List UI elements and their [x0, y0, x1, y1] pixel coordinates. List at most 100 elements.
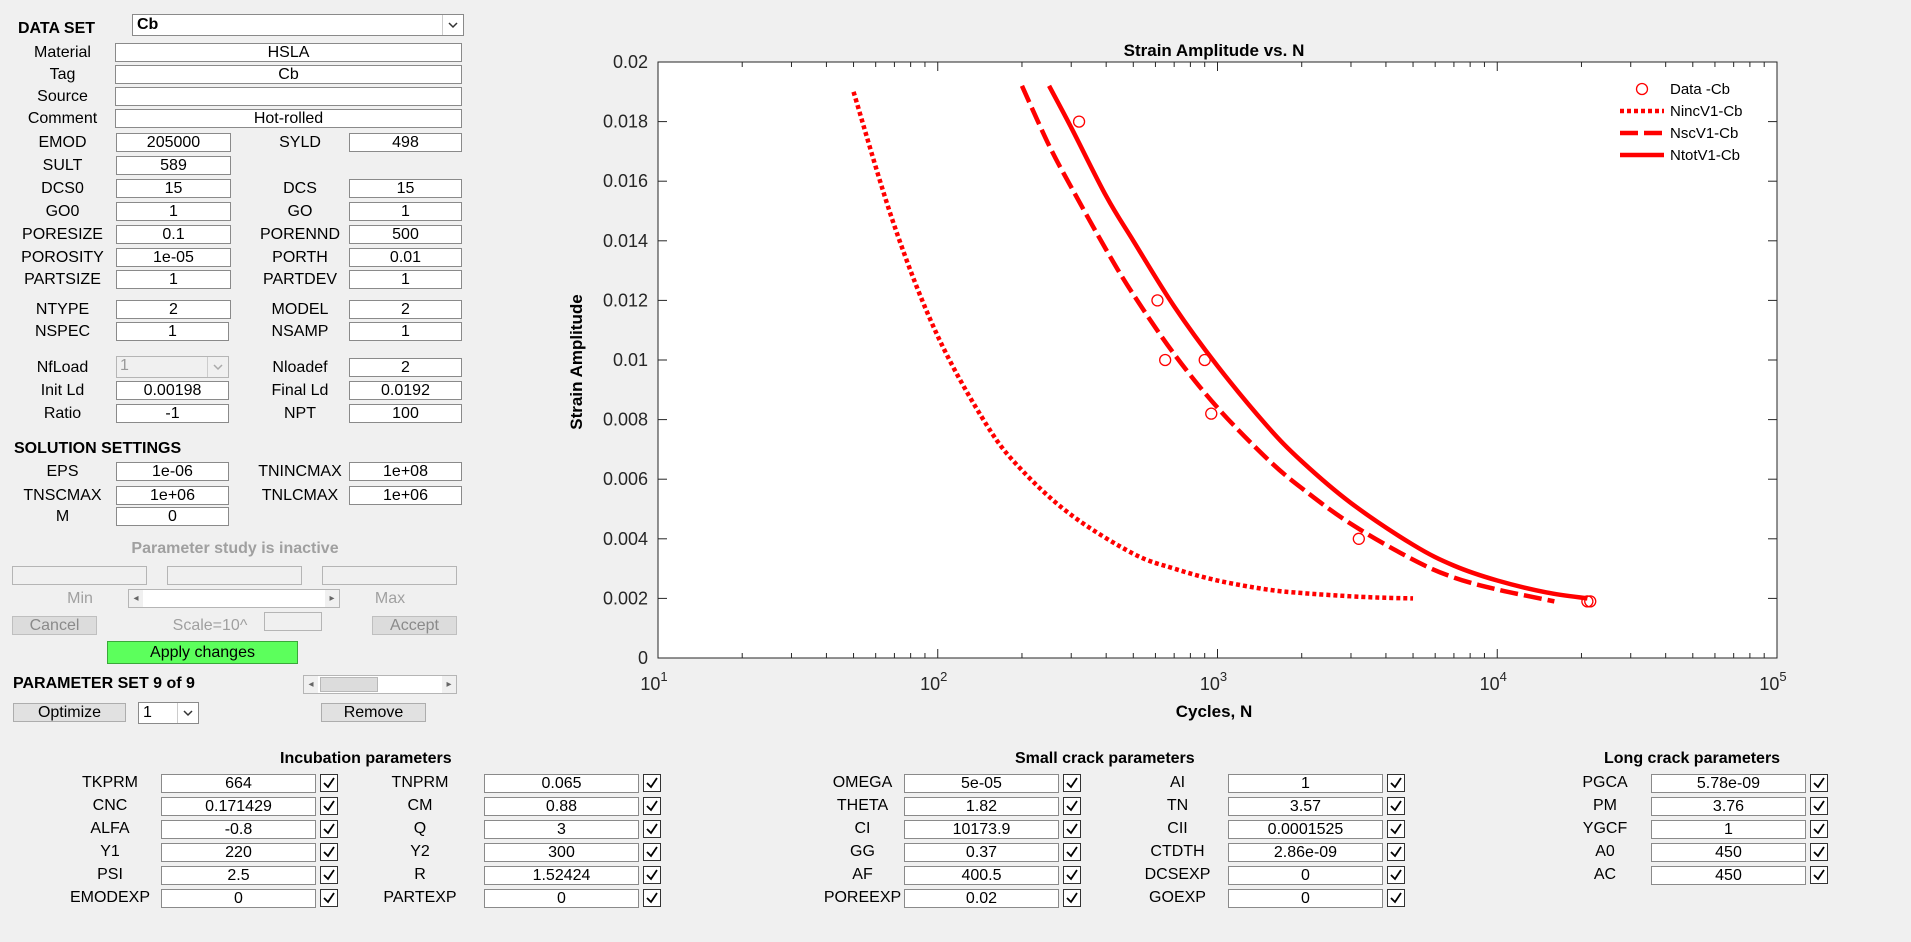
cii-field[interactable]: 0.0001525 [1228, 820, 1383, 839]
q-field[interactable]: 3 [484, 820, 639, 839]
y2-checkbox[interactable] [643, 843, 661, 861]
dcs-field[interactable]: 15 [349, 179, 462, 198]
accept-button[interactable]: Accept [372, 616, 457, 635]
cancel-button[interactable]: Cancel [12, 616, 97, 635]
sult-field[interactable]: 589 [116, 156, 231, 175]
dataset-dropdown[interactable]: Cb [132, 14, 464, 36]
npt-field[interactable]: 100 [349, 404, 462, 423]
tkprm-checkbox[interactable] [320, 774, 338, 792]
ac-field[interactable]: 450 [1651, 866, 1806, 885]
gg-field[interactable]: 0.37 [904, 843, 1059, 862]
porosity-field[interactable]: 1e-05 [116, 248, 231, 267]
psi-field[interactable]: 2.5 [161, 866, 316, 885]
y1-field[interactable]: 220 [161, 843, 316, 862]
optimize-button[interactable]: Optimize [13, 703, 126, 722]
partexp-checkbox[interactable] [643, 889, 661, 907]
ci-field[interactable]: 10173.9 [904, 820, 1059, 839]
partsize-field[interactable]: 1 [116, 270, 231, 289]
ctdth-checkbox[interactable] [1387, 843, 1405, 861]
a0-field[interactable]: 450 [1651, 843, 1806, 862]
partdev-field[interactable]: 1 [349, 270, 462, 289]
poreexp-checkbox[interactable] [1063, 889, 1081, 907]
cm-checkbox[interactable] [643, 797, 661, 815]
cnc-checkbox[interactable] [320, 797, 338, 815]
tn-checkbox[interactable] [1387, 797, 1405, 815]
af-field[interactable]: 400.5 [904, 866, 1059, 885]
goexp-checkbox[interactable] [1387, 889, 1405, 907]
dcsexp-checkbox[interactable] [1387, 866, 1405, 884]
tnincmax-field[interactable]: 1e+08 [349, 462, 462, 481]
cm-field[interactable]: 0.88 [484, 797, 639, 816]
y2-field[interactable]: 300 [484, 843, 639, 862]
cii-checkbox[interactable] [1387, 820, 1405, 838]
ygcf-field[interactable]: 1 [1651, 820, 1806, 839]
go-field[interactable]: 1 [349, 202, 462, 221]
theta-field[interactable]: 1.82 [904, 797, 1059, 816]
dcs0-field[interactable]: 15 [116, 179, 231, 198]
psi-checkbox[interactable] [320, 866, 338, 884]
gg-checkbox[interactable] [1063, 843, 1081, 861]
a0-checkbox[interactable] [1810, 843, 1828, 861]
goexp-field[interactable]: 0 [1228, 889, 1383, 908]
porth-field[interactable]: 0.01 [349, 248, 462, 267]
alfa-field[interactable]: -0.8 [161, 820, 316, 839]
pm-field[interactable]: 3.76 [1651, 797, 1806, 816]
nspec-field[interactable]: 1 [116, 322, 229, 341]
cnc-field[interactable]: 0.171429 [161, 797, 316, 816]
omega-checkbox[interactable] [1063, 774, 1081, 792]
tnlcmax-field[interactable]: 1e+06 [349, 486, 462, 505]
pgca-field[interactable]: 5.78e-09 [1651, 774, 1806, 793]
tn-field[interactable]: 3.57 [1228, 797, 1383, 816]
chevron-down-icon[interactable] [177, 703, 198, 723]
material-field[interactable]: HSLA [115, 43, 462, 62]
chevron-down-icon[interactable] [442, 15, 463, 35]
y1-checkbox[interactable] [320, 843, 338, 861]
r-checkbox[interactable] [643, 866, 661, 884]
tnprm-checkbox[interactable] [643, 774, 661, 792]
emod-field[interactable]: 205000 [116, 133, 231, 152]
partexp-field[interactable]: 0 [484, 889, 639, 908]
scroll-right-icon[interactable]: ▸ [442, 676, 456, 693]
omega-field[interactable]: 5e-05 [904, 774, 1059, 793]
r-field[interactable]: 1.52424 [484, 866, 639, 885]
porennd-field[interactable]: 500 [349, 225, 462, 244]
ygcf-checkbox[interactable] [1810, 820, 1828, 838]
apply-changes-button[interactable]: Apply changes [107, 641, 298, 664]
poresize-field[interactable]: 0.1 [116, 225, 231, 244]
scroll-thumb[interactable] [320, 677, 378, 692]
m-field[interactable]: 0 [116, 507, 229, 526]
ctdth-field[interactable]: 2.86e-09 [1228, 843, 1383, 862]
theta-checkbox[interactable] [1063, 797, 1081, 815]
pm-checkbox[interactable] [1810, 797, 1828, 815]
ai-field[interactable]: 1 [1228, 774, 1383, 793]
source-field[interactable] [115, 87, 462, 106]
finalld-field[interactable]: 0.0192 [349, 381, 462, 400]
alfa-checkbox[interactable] [320, 820, 338, 838]
emodexp-checkbox[interactable] [320, 889, 338, 907]
nloadef-field[interactable]: 2 [349, 358, 462, 377]
syld-field[interactable]: 498 [349, 133, 462, 152]
poreexp-field[interactable]: 0.02 [904, 889, 1059, 908]
ac-checkbox[interactable] [1810, 866, 1828, 884]
emodexp-field[interactable]: 0 [161, 889, 316, 908]
parameter-set-selector[interactable]: 1 [138, 702, 199, 724]
tag-field[interactable]: Cb [115, 65, 462, 84]
remove-button[interactable]: Remove [321, 703, 426, 722]
ai-checkbox[interactable] [1387, 774, 1405, 792]
go0-field[interactable]: 1 [116, 202, 231, 221]
nsamp-field[interactable]: 1 [349, 322, 462, 341]
q-checkbox[interactable] [643, 820, 661, 838]
model-field[interactable]: 2 [349, 300, 462, 319]
tnscmax-field[interactable]: 1e+06 [116, 486, 229, 505]
ratio-field[interactable]: -1 [116, 404, 229, 423]
ci-checkbox[interactable] [1063, 820, 1081, 838]
pgca-checkbox[interactable] [1810, 774, 1828, 792]
eps-field[interactable]: 1e-06 [116, 462, 229, 481]
parameter-set-scrollbar[interactable]: ◂ ▸ [303, 675, 457, 694]
tkprm-field[interactable]: 664 [161, 774, 316, 793]
af-checkbox[interactable] [1063, 866, 1081, 884]
initld-field[interactable]: 0.00198 [116, 381, 229, 400]
tnprm-field[interactable]: 0.065 [484, 774, 639, 793]
dcsexp-field[interactable]: 0 [1228, 866, 1383, 885]
comment-field[interactable]: Hot-rolled [115, 109, 462, 128]
